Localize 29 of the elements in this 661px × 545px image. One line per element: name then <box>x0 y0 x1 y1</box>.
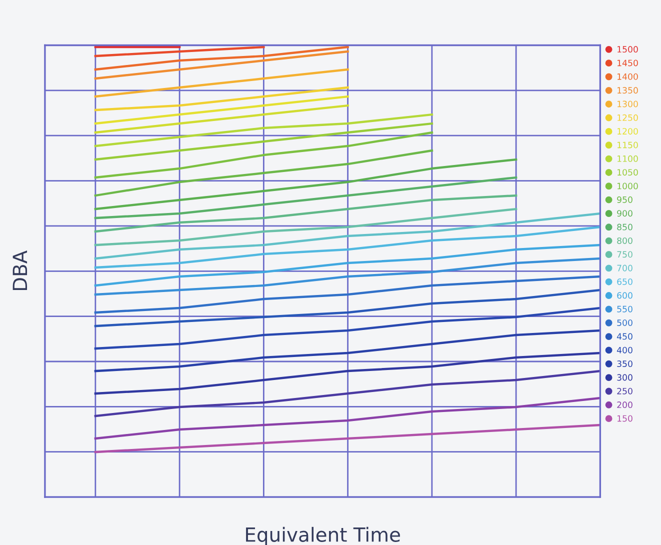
legend-label: 1000 <box>617 182 638 190</box>
legend-label: 200 <box>617 402 632 408</box>
legend-label: 800 <box>617 237 632 244</box>
legend-label: 750 <box>617 251 632 258</box>
legend-label: 350 <box>617 360 632 368</box>
legend-label: 950 <box>617 196 632 203</box>
legend-label: 700 <box>617 264 632 272</box>
legend-label: 550 <box>617 306 632 312</box>
legend-label: 1050 <box>617 169 638 176</box>
legend-label: 650 <box>617 278 632 285</box>
legend-label: 1250 <box>617 114 638 121</box>
legend-label: 250 <box>617 388 632 394</box>
legend-label: 850 <box>617 224 632 230</box>
legend-label: 450 <box>616 333 632 340</box>
y-axis-title: DBA <box>12 250 28 290</box>
legend-label: 1300 <box>617 100 638 108</box>
legend-label: 500 <box>617 319 632 326</box>
legend-label: 400 <box>616 346 632 354</box>
legend-label: 1200 <box>617 128 638 135</box>
legend-label: 1350 <box>617 87 638 94</box>
legend-label: 1500 <box>617 46 638 53</box>
legend-label: 1100 <box>617 155 638 162</box>
legend-label: 1400 <box>617 73 638 80</box>
legend-label: 150 <box>617 415 632 422</box>
legend-label: 300 <box>617 374 632 381</box>
legend-label: 900 <box>617 210 632 217</box>
legend-label: 1150 <box>617 142 638 148</box>
legend-label: 600 <box>617 292 632 299</box>
legend-label: 1450 <box>617 60 638 66</box>
